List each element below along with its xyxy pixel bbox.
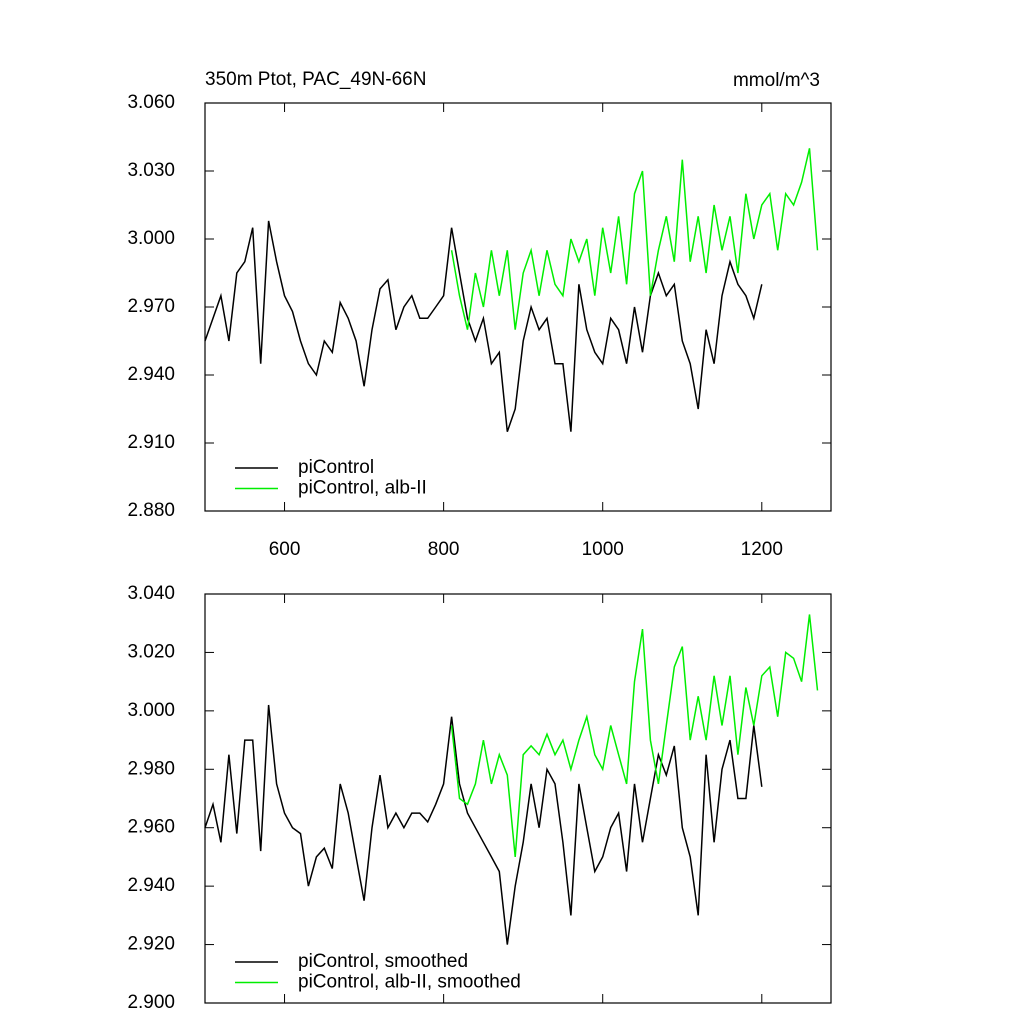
units-label: mmol/m^3 (733, 70, 820, 91)
y-tick-label: 2.980 (127, 758, 175, 779)
y-tick-label: 3.040 (127, 583, 175, 604)
plot-frame (204, 593, 832, 1004)
legend-label: piControl, alb-II (298, 478, 427, 499)
y-tick-label: 3.060 (127, 92, 175, 113)
legend-label: piControl, smoothed (298, 951, 468, 972)
data-line (450, 148, 819, 330)
y-tick-label: 3.000 (127, 228, 175, 249)
y-tick-label: 2.940 (127, 364, 175, 385)
y-tick-label: 3.000 (127, 700, 175, 721)
legend-label: piControl (298, 457, 374, 478)
data-line (204, 220, 763, 432)
y-tick-label: 3.020 (127, 641, 175, 662)
y-tick-label: 2.960 (127, 817, 175, 838)
x-tick-label: 600 (269, 539, 301, 560)
y-tick-label: 2.900 (127, 992, 175, 1013)
x-tick-label: 1200 (741, 539, 783, 560)
y-tick-label: 3.030 (127, 160, 175, 181)
data-line (204, 704, 763, 945)
y-tick-label: 2.970 (127, 296, 175, 317)
y-tick-label: 2.920 (127, 934, 175, 955)
data-line (450, 614, 819, 857)
x-tick-label: 800 (428, 539, 460, 560)
y-tick-label: 2.940 (127, 875, 175, 896)
legend-label: piControl, alb-II, smoothed (298, 972, 521, 993)
chart-title: 350m Ptot, PAC_49N-66N (205, 69, 426, 90)
x-tick-label: 1000 (582, 539, 624, 560)
y-tick-label: 2.910 (127, 432, 175, 453)
y-tick-label: 2.880 (127, 500, 175, 521)
